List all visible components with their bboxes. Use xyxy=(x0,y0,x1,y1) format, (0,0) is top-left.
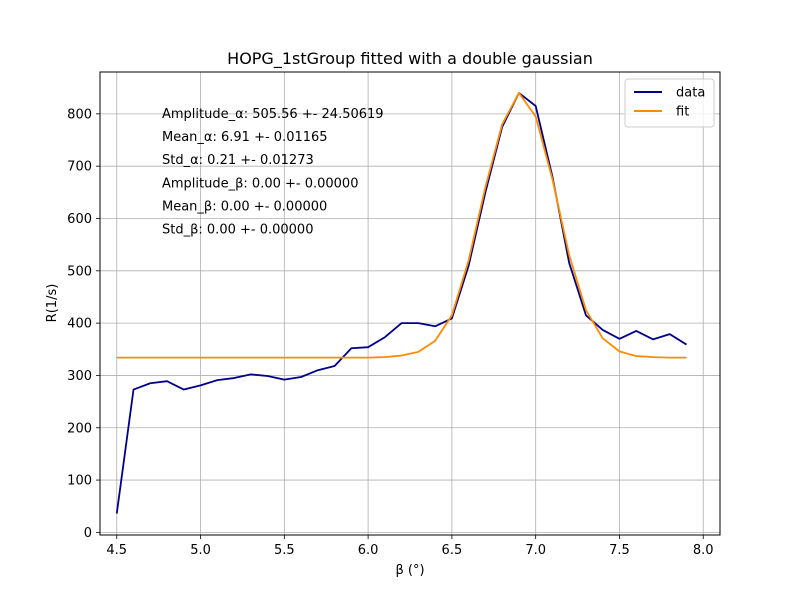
legend-label-fit: fit xyxy=(676,105,689,120)
fit-annotation: Std_β: 0.00 +- 0.00000 xyxy=(162,223,313,238)
y-tick-label: 400 xyxy=(67,317,92,332)
plot-frame xyxy=(99,71,721,536)
y-tick-label: 0 xyxy=(84,526,92,541)
y-tick-label: 200 xyxy=(67,421,92,436)
x-tick-label: 4.5 xyxy=(106,543,127,558)
y-tick-label: 600 xyxy=(67,212,92,227)
x-tick-label: 5.5 xyxy=(274,543,295,558)
annotations: Amplitude_α: 505.56 +- 24.50619 Mean_α: 6… xyxy=(162,107,384,238)
fit-annotation: Amplitude_α: 505.56 +- 24.50619 xyxy=(162,107,384,122)
legend: data fit xyxy=(624,78,715,128)
x-tick-label: 7.0 xyxy=(525,543,546,558)
chart-title: HOPG_1stGroup fitted with a double gauss… xyxy=(227,49,593,69)
fit-annotation: Amplitude_β: 0.00 +- 0.00000 xyxy=(162,176,358,191)
legend-label-data: data xyxy=(676,86,705,101)
fit-annotation: Std_α: 0.21 +- 0.01273 xyxy=(162,153,314,168)
x-tick-label: 7.5 xyxy=(609,543,630,558)
fit-annotation: Mean_α: 6.91 +- 0.01165 xyxy=(162,130,328,145)
y-tick-label: 100 xyxy=(67,474,92,489)
y-tick-label: 300 xyxy=(67,369,92,384)
y-tick-label: 500 xyxy=(67,264,92,279)
x-tick-label: 5.0 xyxy=(190,543,211,558)
grid xyxy=(100,72,720,535)
y-tick-label: 700 xyxy=(67,160,92,175)
x-axis-label: β (°) xyxy=(395,563,424,578)
y-axis-label: R(1/s) xyxy=(45,284,60,323)
x-tick-label: 6.0 xyxy=(358,543,379,558)
series-line-fit xyxy=(116,92,687,359)
x-tick-label: 8.0 xyxy=(693,543,714,558)
ticks: 4.5 5.0 5.5 6.0 6.5 7.0 7.5 8.0 0 100 200 300 400 500… xyxy=(67,107,713,558)
y-tick-label: 800 xyxy=(67,107,92,122)
x-tick-label: 6.5 xyxy=(442,543,463,558)
series-layer xyxy=(115,92,687,514)
fit-annotation: Mean_β: 0.00 +- 0.00000 xyxy=(162,199,327,214)
